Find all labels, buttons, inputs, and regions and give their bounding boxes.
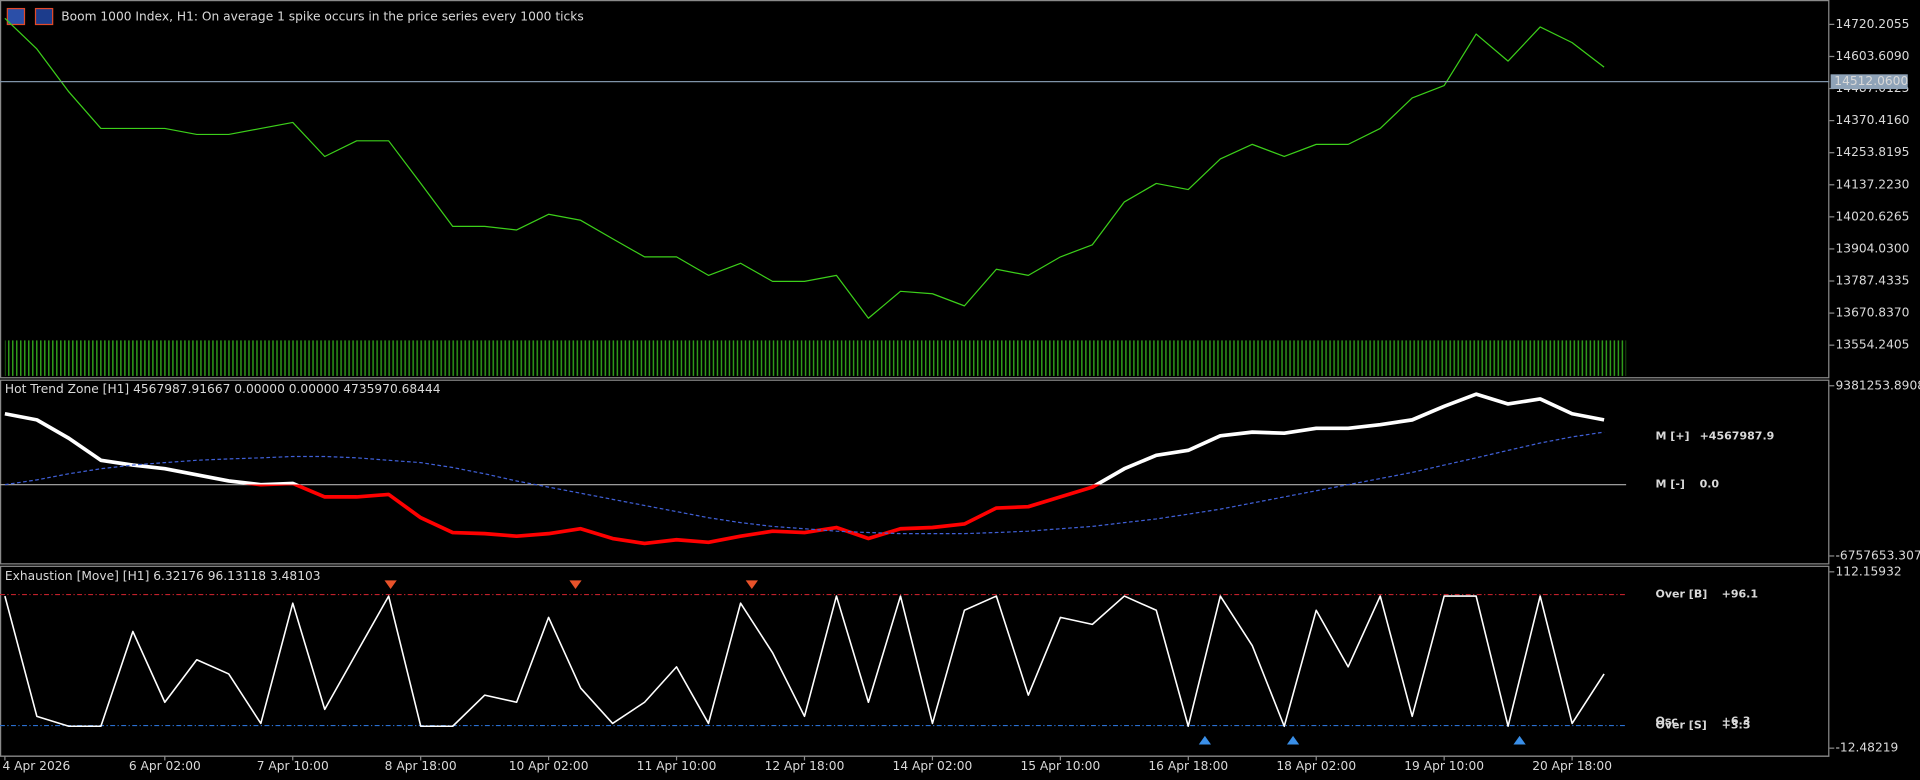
level-name: Over [S]: [1656, 719, 1707, 732]
level-value: +96.1: [1722, 588, 1758, 601]
y-tick-label: 14020.6265: [1836, 209, 1910, 223]
icon-list[interactable]: [6, 7, 26, 26]
x-tick-label: 14 Apr 02:00: [893, 759, 973, 773]
y-tick-label: 14720.2055: [1836, 17, 1910, 31]
x-tick-label: 6 Apr 02:00: [129, 759, 201, 773]
icon-chart[interactable]: [34, 7, 54, 26]
y-tick-label: 9381253.89083: [1836, 378, 1920, 392]
level-name: M [+]: [1656, 430, 1690, 443]
level-name: Osc: [1656, 715, 1678, 728]
level-value: +3.5: [1722, 719, 1751, 732]
panel-title: Exhaustion [Move] [H1] 6.32176 96.13118 …: [5, 569, 321, 583]
price-panel-frame: [0, 0, 1830, 379]
x-tick-label: 8 Apr 18:00: [385, 759, 457, 773]
y-tick-label: 14253.8195: [1836, 145, 1910, 159]
x-tick-label: 7 Apr 10:00: [257, 759, 329, 773]
y-tick-label: 13904.0300: [1836, 241, 1910, 255]
series-line: [4, 431, 1605, 535]
toolbar-icons[interactable]: [6, 7, 54, 26]
y-tick-label: 112.15932: [1836, 564, 1902, 578]
x-tick-label: 20 Apr 18:00: [1532, 759, 1612, 773]
x-tick-label: 4 Apr 2026: [2, 759, 70, 773]
y-tick-label: -6757653.3075: [1836, 548, 1920, 562]
level-value: 0.0: [1700, 478, 1720, 491]
x-tick-label: 15 Apr 10:00: [1020, 759, 1100, 773]
series-line: [4, 595, 1605, 728]
x-tick-label: 12 Apr 18:00: [765, 759, 845, 773]
buy-arrow: [1286, 735, 1300, 745]
panel-title: Hot Trend Zone [H1] 4567987.91667 0.0000…: [5, 382, 441, 396]
sell-arrow: [745, 580, 758, 589]
y-tick-label: 13787.4335: [1836, 274, 1910, 288]
y-tick-label: 14603.6090: [1836, 49, 1910, 63]
current-price-label: 14512.0600: [1834, 74, 1908, 88]
signal-arrows: [384, 580, 1526, 745]
x-tick-label: 10 Apr 02:00: [509, 759, 589, 773]
y-tick-label: 13554.2405: [1836, 338, 1910, 352]
y-tick-label: 14137.2230: [1836, 177, 1910, 191]
y-tick-label: 14370.4160: [1836, 113, 1910, 127]
buy-arrow: [1198, 735, 1212, 745]
level-value: +6.3: [1722, 715, 1751, 728]
buy-arrow: [1513, 735, 1526, 745]
level-name: M [-]: [1656, 478, 1685, 491]
y-tick-label: 13670.8370: [1836, 306, 1910, 320]
level-name: Over [B]: [1656, 588, 1708, 601]
series-line: [4, 17, 1605, 319]
y-tick-label: -12.48219: [1836, 741, 1899, 755]
x-tick-label: 18 Apr 02:00: [1276, 759, 1356, 773]
sell-arrow: [569, 580, 582, 589]
trend-panel-frame: [0, 379, 1830, 565]
level-value: +4567987.9: [1700, 430, 1775, 443]
panel-frames: [0, 0, 1830, 757]
sell-arrow: [384, 580, 397, 589]
series-line: [4, 392, 1605, 546]
current-price-box: [1830, 74, 1908, 90]
x-tick-label: 19 Apr 10:00: [1404, 759, 1484, 773]
x-tick-label: 16 Apr 18:00: [1148, 759, 1228, 773]
volume-bars: [4, 340, 1627, 376]
x-tick-label: 11 Apr 10:00: [637, 759, 717, 773]
panel-title: Boom 1000 Index, H1: On average 1 spike …: [61, 10, 583, 24]
